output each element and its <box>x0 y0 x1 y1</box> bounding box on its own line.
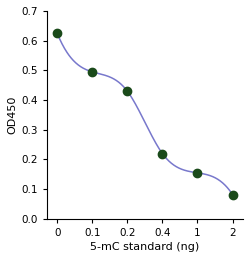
Y-axis label: OD450: OD450 <box>7 96 17 134</box>
X-axis label: 5-mC standard (ng): 5-mC standard (ng) <box>90 242 200 252</box>
